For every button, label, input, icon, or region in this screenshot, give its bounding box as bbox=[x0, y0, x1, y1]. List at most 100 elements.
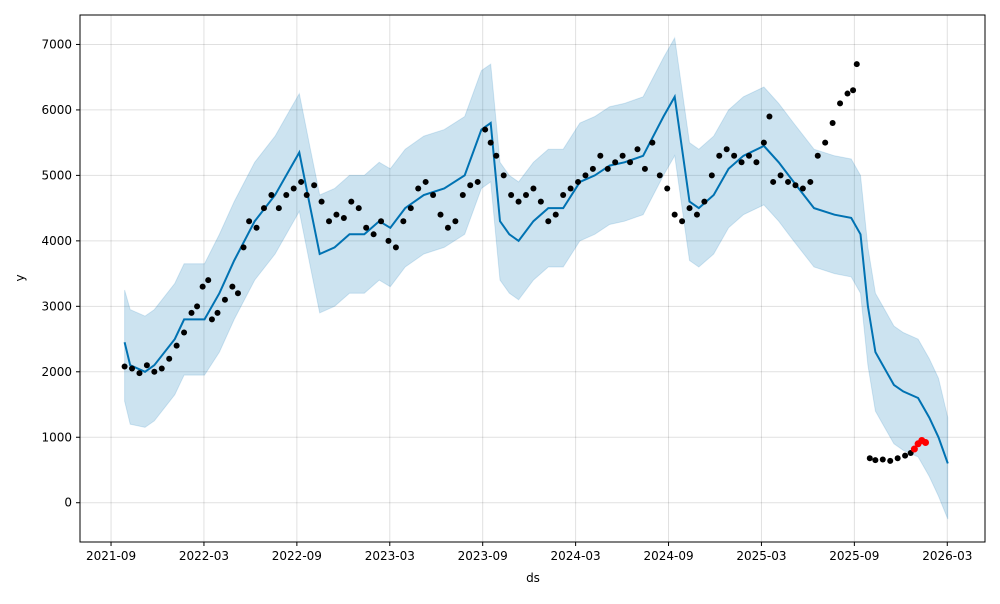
actual-point bbox=[522, 192, 529, 199]
actual-point bbox=[199, 283, 206, 290]
x-tick-label: 2021-09 bbox=[86, 549, 136, 563]
actual-point bbox=[151, 368, 158, 375]
actual-point bbox=[770, 178, 777, 185]
actual-point bbox=[850, 87, 857, 94]
actual-point bbox=[158, 365, 165, 372]
actual-point bbox=[214, 309, 221, 316]
forecast-line bbox=[123, 93, 949, 464]
actual-point bbox=[392, 244, 399, 251]
x-tick-label: 2024-09 bbox=[643, 549, 693, 563]
actual-point bbox=[679, 218, 686, 225]
actual-point bbox=[641, 165, 648, 172]
actual-point bbox=[902, 452, 909, 459]
actual-point bbox=[530, 185, 537, 192]
actual-point bbox=[143, 362, 150, 369]
actual-point bbox=[814, 152, 821, 159]
actual-point bbox=[400, 218, 407, 225]
actual-point bbox=[194, 303, 201, 310]
actual-point bbox=[378, 218, 385, 225]
actual-point bbox=[474, 178, 481, 185]
actual-point bbox=[738, 159, 745, 166]
actual-point bbox=[205, 277, 212, 284]
yhat-line bbox=[123, 93, 949, 464]
actual-point bbox=[844, 90, 851, 97]
actual-point bbox=[333, 211, 340, 218]
y-tick-label: 0 bbox=[64, 496, 72, 510]
actual-point bbox=[407, 205, 414, 212]
actual-point bbox=[415, 185, 422, 192]
actual-point bbox=[208, 316, 215, 323]
actual-point bbox=[708, 172, 715, 179]
highlight-point bbox=[922, 438, 930, 446]
actual-point bbox=[792, 182, 799, 189]
actual-point bbox=[619, 152, 626, 159]
actual-point bbox=[753, 159, 760, 166]
actual-point bbox=[604, 165, 611, 172]
actual-point bbox=[887, 457, 894, 464]
actual-point bbox=[221, 296, 228, 303]
x-axis-label: ds bbox=[526, 571, 540, 585]
actual-point bbox=[567, 185, 574, 192]
y-tick-label: 7000 bbox=[41, 37, 72, 51]
actual-point bbox=[745, 152, 752, 159]
actual-point bbox=[482, 126, 489, 133]
actual-point bbox=[430, 192, 437, 199]
actual-point bbox=[311, 182, 318, 189]
actual-point bbox=[240, 244, 247, 251]
actual-point bbox=[634, 146, 641, 153]
actual-point bbox=[894, 455, 901, 462]
x-tick-label: 2023-03 bbox=[365, 549, 415, 563]
x-tick-label: 2026-03 bbox=[922, 549, 972, 563]
actual-point bbox=[487, 139, 494, 146]
actual-point bbox=[723, 146, 730, 153]
actual-point bbox=[283, 192, 290, 199]
actual-point bbox=[385, 237, 392, 244]
y-axis-label: y bbox=[13, 274, 27, 281]
actual-point bbox=[260, 205, 267, 212]
x-tick-label: 2024-03 bbox=[551, 549, 601, 563]
x-tick-label: 2025-03 bbox=[736, 549, 786, 563]
plot-frame bbox=[79, 14, 986, 543]
actual-point bbox=[766, 113, 773, 120]
actual-point bbox=[318, 198, 325, 205]
actual-point bbox=[188, 309, 195, 316]
actual-point bbox=[575, 178, 582, 185]
actual-point bbox=[716, 152, 723, 159]
y-tick-label: 5000 bbox=[41, 168, 72, 182]
actual-point bbox=[508, 192, 515, 199]
actual-point bbox=[731, 152, 738, 159]
actual-point bbox=[253, 224, 260, 231]
actual-point bbox=[701, 198, 708, 205]
actual-point bbox=[837, 100, 844, 107]
y-tick-label: 2000 bbox=[41, 365, 72, 379]
actual-point bbox=[181, 329, 188, 336]
actual-point bbox=[545, 218, 552, 225]
actual-point bbox=[671, 211, 678, 218]
actual-point bbox=[268, 192, 275, 199]
y-axis-ticks: 0 1000 2000 3000 4000 5000 6000 7000 bbox=[41, 37, 80, 510]
actual-point bbox=[627, 159, 634, 166]
actual-point bbox=[422, 178, 429, 185]
actual-point bbox=[326, 218, 333, 225]
actual-point bbox=[234, 290, 241, 297]
x-tick-label: 2022-09 bbox=[272, 549, 322, 563]
actual-point bbox=[649, 139, 656, 146]
actual-point bbox=[799, 185, 806, 192]
highlight-point bbox=[910, 445, 918, 453]
actual-point bbox=[582, 172, 589, 179]
actual-point bbox=[437, 211, 444, 218]
actual-points bbox=[121, 61, 914, 464]
actual-point bbox=[173, 342, 180, 349]
actual-point bbox=[807, 178, 814, 185]
actual-point bbox=[760, 139, 767, 146]
actual-point bbox=[537, 198, 544, 205]
x-axis-ticks: 2021-09 2022-03 2022-09 2023-03 2023-09 2024-… bbox=[86, 542, 972, 563]
actual-point bbox=[822, 139, 829, 146]
actual-point bbox=[515, 198, 522, 205]
actual-point bbox=[129, 365, 136, 372]
actual-point bbox=[829, 120, 836, 127]
actual-point bbox=[656, 172, 663, 179]
actual-point bbox=[298, 178, 305, 185]
actual-point bbox=[866, 455, 873, 462]
actual-point bbox=[348, 198, 355, 205]
